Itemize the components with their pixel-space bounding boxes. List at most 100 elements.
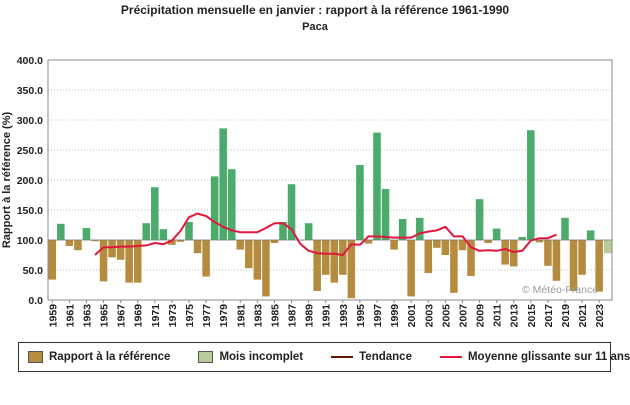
chart-plot: 0.0 50.0 100.0 150.0 200.0 250.0 300.0 350.0 400… — [1, 55, 613, 327]
bar — [245, 240, 253, 269]
bar — [313, 240, 321, 291]
bar — [586, 230, 595, 240]
bar — [373, 132, 381, 240]
bar — [509, 240, 518, 267]
bar — [501, 240, 509, 265]
legend: Rapport à la référence Mois incomplet Te… — [18, 342, 630, 372]
x-tick-label: 1997 — [372, 304, 384, 328]
axis-layer: 0.0 50.0 100.0 150.0 200.0 250.0 300.0 350.0 400… — [17, 55, 606, 327]
x-tick-label: 2019 — [560, 304, 572, 328]
x-tick-label: 1963 — [82, 304, 94, 328]
bar — [159, 229, 168, 240]
x-tick-label: 2009 — [475, 304, 487, 328]
y-tick-label: 150.0 — [17, 205, 43, 217]
y-tick-label: 0.0 — [28, 295, 43, 307]
x-tick-label: 1975 — [184, 304, 196, 328]
bar — [492, 228, 501, 240]
chart-title: Précipitation mensuelle en janvier : rap… — [120, 3, 510, 17]
bar — [467, 240, 475, 276]
bar — [450, 240, 458, 293]
plot-frame — [47, 59, 613, 301]
legend-item-moving-average: Moyenne glissante sur 11 ans — [439, 351, 630, 363]
bar — [236, 240, 245, 250]
bar — [151, 187, 159, 240]
x-tick-label: 2011 — [492, 304, 504, 327]
x-tick-label: 2003 — [423, 304, 435, 328]
legend-label-trend: Tendance — [359, 351, 412, 363]
bar — [569, 240, 578, 291]
legend-item-reference: Rapport à la référence — [28, 351, 170, 363]
bar — [142, 223, 151, 240]
legend-item-incomplete: Mois incomplet — [198, 351, 303, 363]
legend-label-reference: Rapport à la référence — [49, 351, 171, 363]
bar — [193, 240, 202, 254]
bar — [381, 189, 390, 240]
bar — [441, 240, 450, 255]
bar — [202, 240, 210, 277]
legend-item-trend: Tendance — [331, 351, 412, 363]
bar — [176, 240, 185, 242]
bar — [390, 240, 398, 250]
bar — [185, 222, 193, 240]
bar — [535, 240, 544, 243]
x-tick-label: 2023 — [594, 304, 606, 328]
y-tick-label: 50.0 — [23, 265, 44, 277]
x-tick-label: 2001 — [406, 304, 418, 328]
bar — [475, 199, 484, 240]
bar — [518, 237, 527, 240]
legend-swatch-moving-average — [439, 356, 462, 358]
x-tick-label: 2007 — [458, 304, 470, 328]
bar — [125, 240, 133, 283]
x-tick-label: 1965 — [99, 304, 111, 328]
bar — [433, 240, 441, 248]
x-tick-label: 1985 — [270, 304, 282, 328]
bar — [321, 240, 330, 275]
x-tick-label: 2021 — [577, 304, 589, 328]
bar — [133, 240, 142, 283]
bar — [578, 240, 586, 275]
bar — [65, 240, 74, 246]
chart-subtitle: Paca — [302, 21, 328, 33]
legend-swatch-trend — [331, 356, 354, 358]
x-tick-label: 2013 — [509, 304, 521, 328]
bar — [74, 240, 82, 251]
y-tick-label: 100.0 — [17, 235, 43, 247]
x-tick-label: 1977 — [201, 304, 213, 328]
bar — [527, 130, 535, 240]
bar — [57, 223, 65, 240]
bar — [356, 165, 364, 240]
bar — [561, 217, 569, 240]
y-tick-label: 350.0 — [17, 85, 43, 97]
legend-swatch-incomplete — [198, 351, 214, 363]
y-tick-label: 200.0 — [17, 175, 43, 187]
y-axis-label: Rapport à la référence (%) — [1, 112, 13, 249]
x-tick-label: 2017 — [543, 304, 555, 328]
bar — [210, 176, 219, 240]
legend-label-moving-average: Moyenne glissante sur 11 ans — [467, 351, 630, 363]
bar — [398, 219, 407, 240]
x-tick-label: 1973 — [167, 304, 179, 328]
x-tick-label: 1971 — [150, 304, 162, 328]
legend-label-incomplete: Mois incomplet — [219, 351, 304, 363]
bar — [330, 240, 339, 283]
bar — [339, 240, 347, 275]
bar — [407, 240, 415, 297]
bar — [253, 240, 262, 280]
watermark: © Météo-France — [522, 284, 598, 296]
bar — [304, 223, 313, 240]
bar — [82, 228, 91, 240]
x-tick-label: 2005 — [440, 304, 452, 328]
x-tick-label: 1995 — [355, 304, 367, 328]
x-tick-label: 1991 — [321, 304, 333, 328]
bar — [458, 240, 467, 251]
bar — [227, 169, 236, 240]
legend-swatch-reference — [28, 351, 43, 363]
x-tick-label: 1979 — [218, 304, 230, 328]
bar — [484, 240, 492, 243]
x-tick-label: 1981 — [235, 304, 247, 328]
moving-average-line — [94, 212, 557, 256]
x-tick-label: 2015 — [526, 304, 538, 328]
x-tick-label: 1969 — [133, 304, 145, 328]
y-tick-label: 300.0 — [17, 115, 43, 127]
x-tick-label: 1999 — [389, 304, 401, 328]
